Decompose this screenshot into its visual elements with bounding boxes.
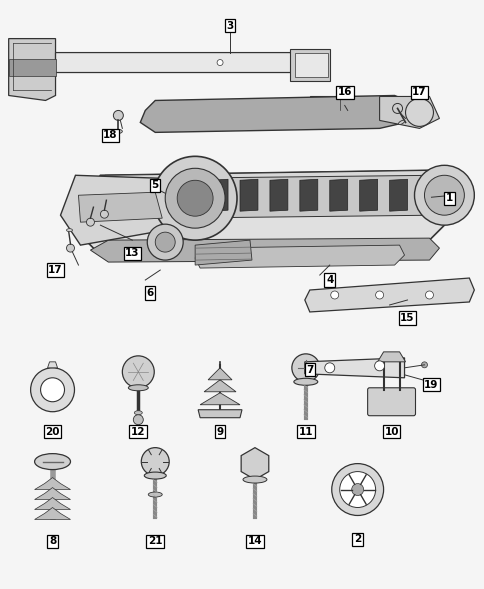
Ellipse shape [148,492,162,497]
Polygon shape [34,488,70,499]
Circle shape [339,472,375,508]
Polygon shape [359,179,377,211]
Circle shape [133,415,143,425]
Polygon shape [304,278,473,312]
Polygon shape [270,179,287,211]
Text: 17: 17 [411,88,426,97]
Circle shape [424,291,433,299]
Polygon shape [241,448,268,479]
Circle shape [41,378,64,402]
FancyBboxPatch shape [367,388,415,416]
Text: 21: 21 [148,537,162,547]
Text: 3: 3 [226,21,233,31]
Ellipse shape [293,378,317,385]
Circle shape [66,244,75,252]
Polygon shape [85,170,446,198]
Circle shape [421,362,426,368]
Polygon shape [304,358,404,378]
Polygon shape [379,97,439,128]
Ellipse shape [66,229,72,231]
Text: 20: 20 [45,426,60,436]
Polygon shape [56,52,299,72]
Text: 16: 16 [337,88,351,97]
Text: 18: 18 [103,130,118,140]
Circle shape [147,224,183,260]
Ellipse shape [34,454,70,469]
Ellipse shape [144,472,166,479]
Circle shape [392,104,402,114]
Polygon shape [76,170,458,255]
Polygon shape [78,192,162,222]
Polygon shape [34,498,70,509]
Text: 17: 17 [48,265,63,275]
Circle shape [217,59,223,65]
Text: 10: 10 [383,426,398,436]
Circle shape [425,379,432,385]
Polygon shape [195,240,252,265]
Text: 5: 5 [151,180,159,190]
Text: 1: 1 [445,193,452,203]
Polygon shape [210,179,227,211]
Circle shape [153,156,237,240]
Circle shape [424,176,463,215]
Polygon shape [155,176,446,218]
Text: 2: 2 [353,534,361,544]
Circle shape [324,363,334,373]
Text: 15: 15 [399,313,414,323]
Text: 8: 8 [49,537,56,547]
Polygon shape [240,179,257,211]
Circle shape [113,110,123,120]
Polygon shape [140,95,419,133]
Circle shape [177,180,212,216]
Polygon shape [204,380,236,392]
Text: 7: 7 [305,365,313,375]
Polygon shape [34,508,70,519]
Polygon shape [389,179,407,211]
Polygon shape [377,352,405,362]
Polygon shape [299,179,317,211]
Circle shape [405,98,433,127]
Circle shape [331,464,383,515]
Circle shape [330,291,338,299]
Circle shape [155,232,175,252]
Ellipse shape [128,385,148,391]
Polygon shape [9,58,56,75]
Circle shape [122,356,154,388]
Text: 13: 13 [125,248,139,258]
Polygon shape [294,52,327,77]
Text: 11: 11 [298,426,313,436]
Polygon shape [309,97,369,110]
Polygon shape [329,179,347,211]
Circle shape [86,218,94,226]
Circle shape [165,168,225,228]
Ellipse shape [114,130,122,133]
Circle shape [375,291,383,299]
Circle shape [30,368,75,412]
Polygon shape [289,48,329,81]
Text: 4: 4 [325,275,333,285]
Ellipse shape [134,411,142,415]
Circle shape [374,361,384,371]
Polygon shape [47,362,58,368]
Polygon shape [60,176,170,245]
Circle shape [100,210,108,218]
Circle shape [141,448,169,475]
Text: 12: 12 [131,426,145,436]
Text: 6: 6 [146,288,153,298]
Polygon shape [195,245,404,268]
Polygon shape [90,238,439,262]
Text: 14: 14 [247,537,262,547]
Circle shape [414,166,473,225]
Polygon shape [198,410,242,418]
Circle shape [291,354,319,382]
Ellipse shape [242,476,266,483]
Polygon shape [34,478,70,489]
Polygon shape [208,368,231,380]
Text: 9: 9 [216,426,223,436]
Ellipse shape [398,120,404,125]
Circle shape [351,484,363,495]
Polygon shape [200,393,240,405]
Polygon shape [9,39,56,101]
Text: 19: 19 [424,380,438,390]
